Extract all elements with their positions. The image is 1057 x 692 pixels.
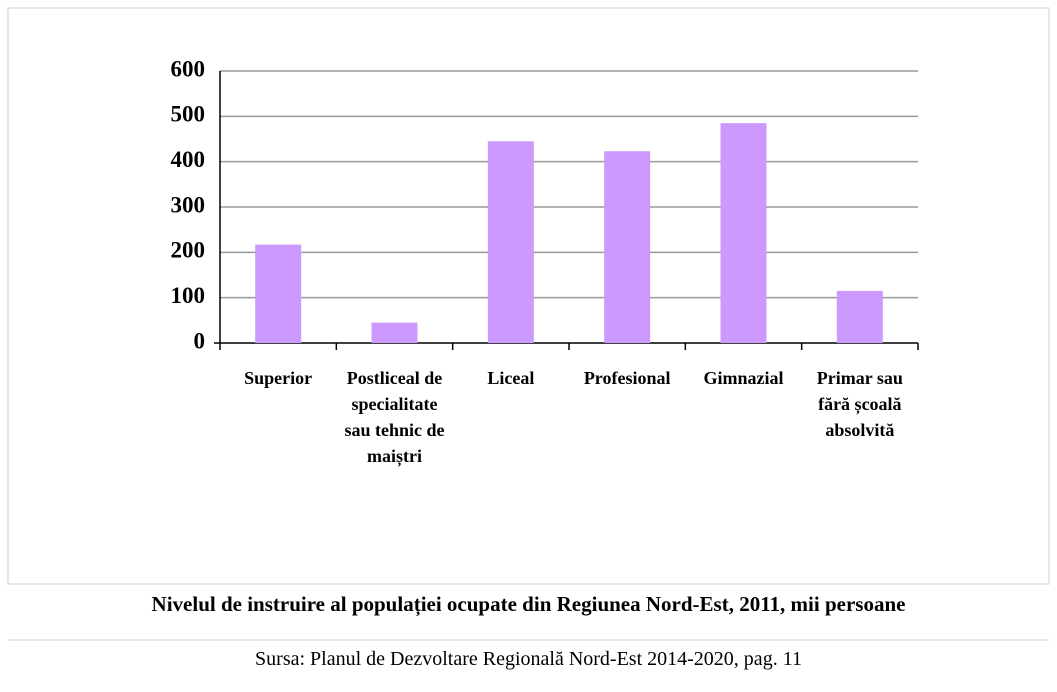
chart-title: Nivelul de instruire al populației ocupa… — [151, 592, 906, 616]
bar — [371, 322, 418, 343]
y-tick-label: 500 — [171, 102, 206, 127]
x-tick-label: Primar sau fără școală absolvită — [816, 368, 903, 440]
bar — [255, 244, 302, 343]
y-tick-label: 0 — [194, 328, 206, 353]
x-tick-label: Postliceal de specialitate sau tehnic de… — [344, 368, 445, 466]
y-tick-label: 600 — [171, 56, 206, 81]
bar — [604, 151, 651, 343]
bar — [720, 123, 767, 343]
y-tick-label: 300 — [171, 192, 206, 217]
y-tick-label: 200 — [171, 238, 206, 263]
chart-source: Sursa: Planul de Dezvoltare Regională No… — [255, 648, 802, 670]
x-tick-label: Superior — [244, 368, 313, 388]
y-tick-label: 400 — [171, 147, 206, 172]
y-tick-label: 100 — [171, 283, 206, 308]
x-tick-label: Profesional — [583, 368, 671, 388]
chart-frame — [7, 7, 1050, 585]
x-tick-label: Gimnazial — [703, 368, 784, 388]
bar — [487, 141, 534, 343]
bar — [836, 290, 883, 343]
x-tick-label: Liceal — [487, 368, 535, 388]
